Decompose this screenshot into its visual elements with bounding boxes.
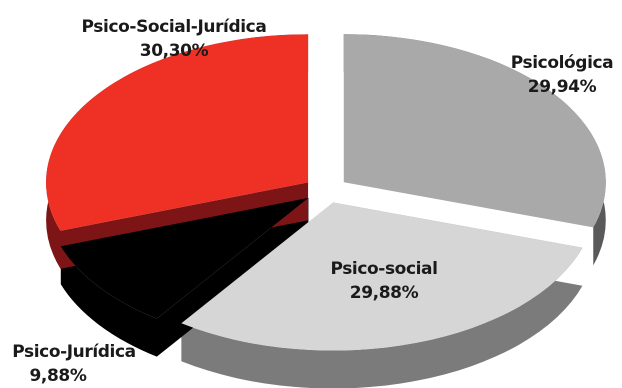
label-psico-juridica: Psico-Jurídica 9,88% [12, 342, 136, 386]
pie-tops [46, 34, 606, 351]
slice-top-psicologica [343, 34, 606, 228]
label-value-psico-social: 29,88% [350, 283, 419, 303]
label-name-psicologica: Psicológica [511, 53, 614, 73]
slice-top-psico-social [181, 202, 583, 351]
label-value-psico-juridica: 9,88% [30, 366, 87, 386]
slice-side-psico-juridica [60, 197, 309, 357]
label-psico-social-juridica: Psico-Social-Jurídica 30,30% [82, 17, 267, 61]
label-name-psico-social: Psico-social [330, 259, 437, 279]
label-psico-social: Psico-social 29,88% [330, 259, 438, 303]
label-psicologica: Psicológica 29,94% [511, 53, 614, 97]
label-name-psico-social-juridica: Psico-Social-Jurídica [82, 17, 267, 37]
label-value-psicologica: 29,94% [528, 77, 597, 97]
label-name-psico-juridica: Psico-Jurídica [12, 342, 136, 362]
label-value-psico-social-juridica: 30,30% [140, 41, 209, 61]
slice-top-psico-social-juridica [46, 34, 309, 231]
slice-top-psico-juridica [60, 197, 309, 319]
